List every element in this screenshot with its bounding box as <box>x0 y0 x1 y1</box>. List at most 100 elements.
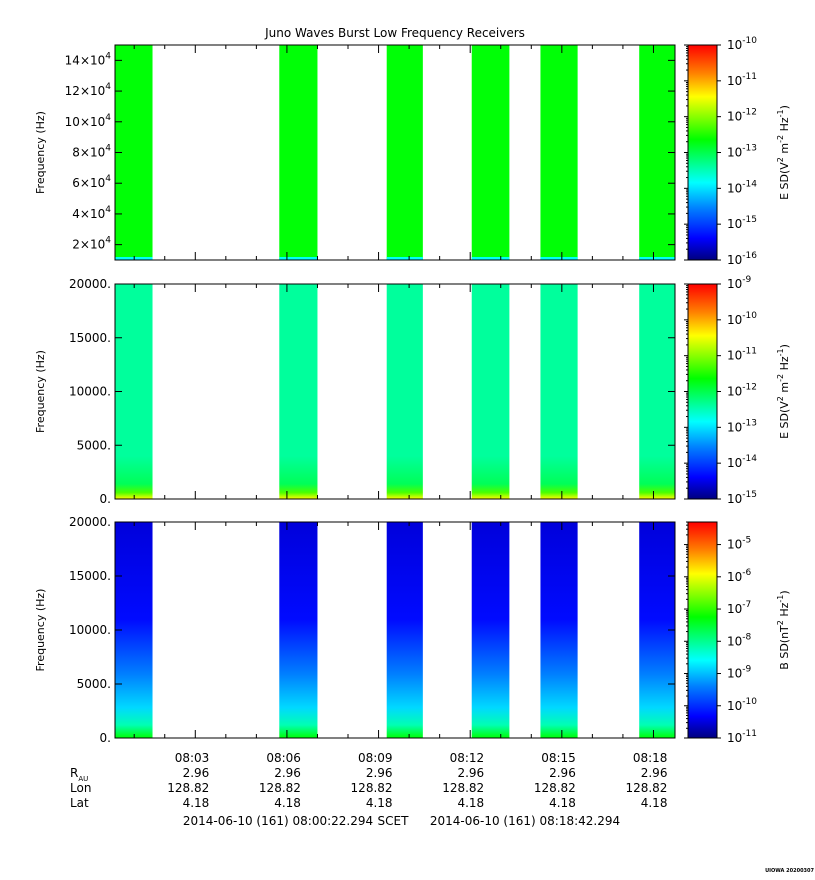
colorbar-tick-label: 10-11 <box>727 72 757 88</box>
lon-label: Lon <box>70 781 91 795</box>
y-tick-label: 15000. <box>69 331 111 345</box>
y-tick-label: 0. <box>100 492 111 506</box>
time-tick-label: 08:09 <box>358 751 393 765</box>
y-tick-label: 5000. <box>77 677 111 691</box>
colorbar <box>687 283 718 500</box>
y-tick-label: 6×104 <box>72 174 111 190</box>
y-tick-label: 10×104 <box>65 113 112 129</box>
burst-low-band <box>386 257 423 260</box>
y-tick-label: 20000. <box>69 515 111 529</box>
time-tick-label: 08:18 <box>633 751 668 765</box>
y-tick-label: 14×104 <box>65 51 112 67</box>
y-axis-label: Frequency (Hz) <box>34 111 47 194</box>
time-tick-label: 08:03 <box>175 751 210 765</box>
end-time: 2014-06-10 (161) 08:18:42.294 <box>430 814 620 828</box>
lon-value: 128.82 <box>625 781 667 795</box>
colorbar-tick-label: 10-8 <box>727 632 752 648</box>
r-value: 2.96 <box>457 766 484 780</box>
y-tick-label: 12×104 <box>65 82 112 98</box>
ephemeris-values: 2.96128.824.182.96128.824.182.96128.824.… <box>167 766 667 810</box>
colorbar-tick-label: 10-13 <box>727 418 757 434</box>
burst-column <box>471 522 510 738</box>
lon-value: 128.82 <box>259 781 301 795</box>
r-au-label: RAU <box>70 766 88 783</box>
y-tick-label: 10000. <box>69 623 111 637</box>
burst-column <box>279 45 318 260</box>
y-axis-label: Frequency (Hz) <box>34 350 47 433</box>
r-value: 2.96 <box>183 766 210 780</box>
colorbar-tick-label: 10-12 <box>727 383 757 399</box>
lon-value: 128.82 <box>442 781 484 795</box>
colorbar-tick-label: 10-7 <box>727 600 751 616</box>
colorbar-tick-label: 10-5 <box>727 536 751 552</box>
r-value: 2.96 <box>274 766 301 780</box>
burst-low-band <box>540 257 578 260</box>
lon-value: 128.82 <box>534 781 576 795</box>
burst-low-band <box>471 257 510 260</box>
panel-middle: 0. 5000. 10000. 15000. 20000. Frequency (Hz) 1… <box>34 275 791 506</box>
colorbar-tick-label: 10-10 <box>727 36 757 52</box>
colorbar-tick-label: 10-10 <box>727 311 757 327</box>
time-tick-label: 08:15 <box>541 751 576 765</box>
colorbar-tick-label: 10-15 <box>727 215 757 231</box>
colorbar-tick-label: 10-16 <box>727 251 757 267</box>
colorbar-tick-label: 10-11 <box>727 347 757 363</box>
burst-column <box>540 45 578 260</box>
burst-column <box>279 522 318 738</box>
colorbar-tick-label: 10-11 <box>727 729 757 745</box>
lon-value: 128.82 <box>167 781 209 795</box>
colorbar <box>687 521 718 739</box>
r-value: 2.96 <box>549 766 576 780</box>
burst-column <box>386 45 423 260</box>
colorbar-tick-label: 10-10 <box>727 697 757 713</box>
burst-column <box>279 284 318 499</box>
lat-label: Lat <box>70 796 89 810</box>
panel-top: 2×104 4×104 6×104 8×104 10×104 12×104 14×104 Fr… <box>34 36 791 267</box>
y-tick-label: 20000. <box>69 277 111 291</box>
burst-column <box>386 522 423 738</box>
colorbar-tick-label: 10-14 <box>727 454 757 470</box>
y-axis-label: Frequency (Hz) <box>34 589 47 672</box>
colorbar-label: B SD(nT2 Hz-1) <box>776 590 791 669</box>
y-tick-label: 5000. <box>77 438 111 452</box>
time-tick-label: 08:06 <box>266 751 301 765</box>
lat-value: 4.18 <box>549 796 576 810</box>
burst-column <box>471 284 510 499</box>
y-tick-label: 15000. <box>69 569 111 583</box>
burst-column <box>540 522 578 738</box>
start-time: 2014-06-10 (161) 08:00:22.294 <box>183 814 373 828</box>
y-tick-label: 4×104 <box>72 205 111 221</box>
colorbar-tick-label: 10-6 <box>727 568 752 584</box>
lat-value: 4.18 <box>366 796 393 810</box>
lat-value: 4.18 <box>183 796 210 810</box>
colorbar-label: E SD(V2 m-2 Hz-1) <box>776 344 791 439</box>
lon-value: 128.82 <box>351 781 393 795</box>
colorbar <box>687 44 718 261</box>
time-axis-labels: 08:03 08:06 08:09 08:12 08:15 08:18 <box>175 751 668 765</box>
burst-low-band <box>279 257 318 260</box>
colorbar-tick-label: 10-9 <box>727 665 752 681</box>
scet-label: SCET <box>378 814 410 828</box>
lat-value: 4.18 <box>457 796 484 810</box>
figure-title: Juno Waves Burst Low Frequency Receivers <box>264 26 525 40</box>
burst-column <box>471 45 510 260</box>
y-tick-label: 2×104 <box>72 236 111 252</box>
ephemeris-labels: RAU Lon Lat <box>70 766 91 810</box>
r-value: 2.96 <box>366 766 393 780</box>
colorbar-tick-label: 10-12 <box>727 108 757 124</box>
colorbar-label: E SD(V2 m-2 Hz-1) <box>776 105 791 200</box>
y-tick-label: 8×104 <box>72 144 111 160</box>
lat-value: 4.18 <box>274 796 301 810</box>
y-tick-label: 0. <box>100 731 111 745</box>
y-tick-label: 10000. <box>69 385 111 399</box>
burst-low-band <box>639 257 676 260</box>
colorbar-tick-label: 10-14 <box>727 179 757 195</box>
burst-column <box>386 284 423 499</box>
r-value: 2.96 <box>641 766 668 780</box>
colorbar-tick-label: 10-13 <box>727 144 757 160</box>
watermark: UIOWA 20200307 <box>765 868 814 874</box>
time-tick-label: 08:12 <box>450 751 485 765</box>
colorbar-tick-label: 10-9 <box>727 275 752 291</box>
lat-value: 4.18 <box>641 796 668 810</box>
